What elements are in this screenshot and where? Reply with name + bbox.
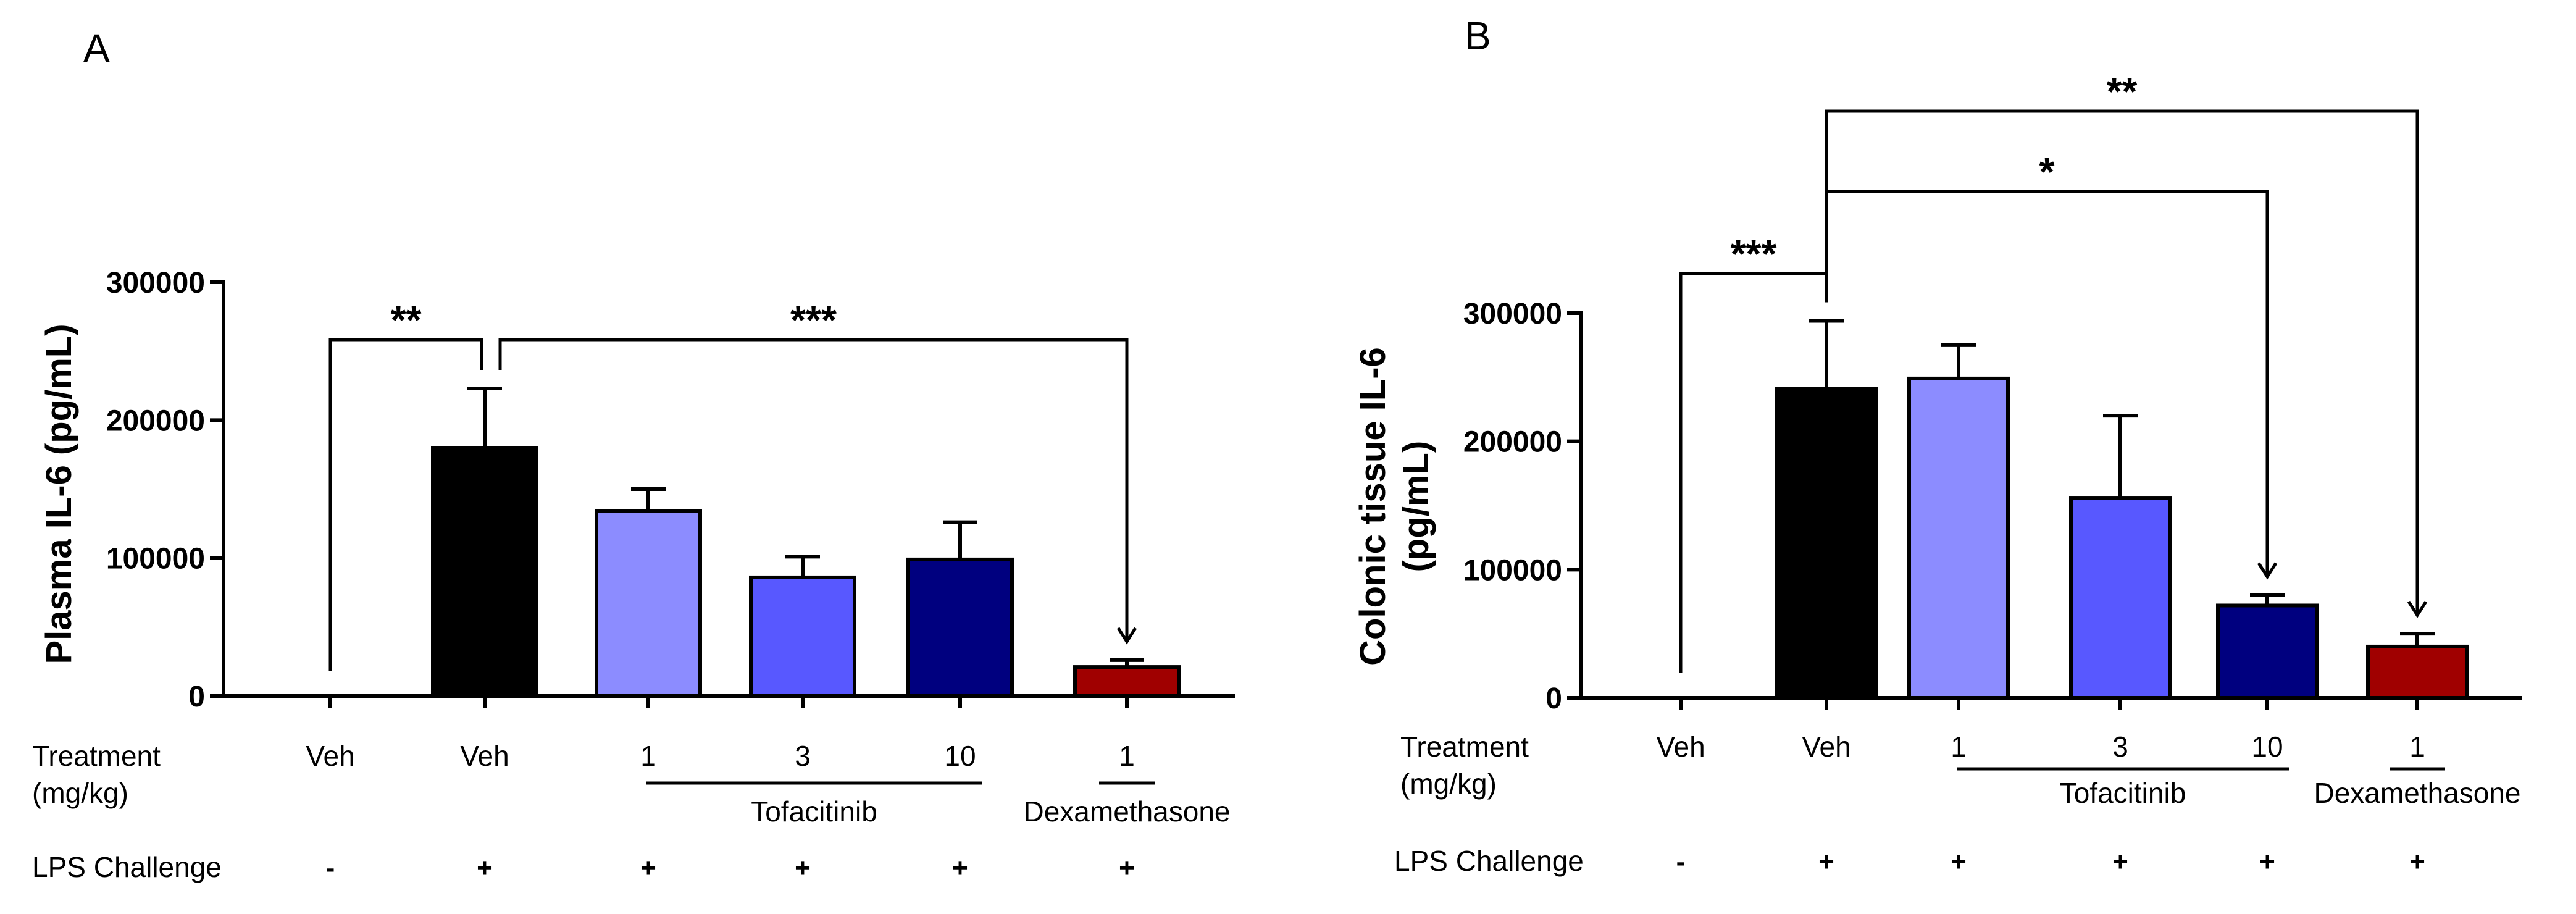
category-label: 1 [1119, 740, 1135, 772]
y-tick-label: 300000 [106, 267, 205, 300]
significance-arrow [2407, 600, 2428, 618]
bar [1073, 665, 1181, 698]
panel-letter: A [83, 26, 110, 70]
y-tick-label: 200000 [106, 405, 205, 437]
y-tick-label: 0 [1545, 682, 1562, 715]
category-label: 3 [2112, 731, 2128, 763]
y-tick-label: 100000 [1463, 554, 1562, 587]
lps-row-label: LPS Challenge [1394, 845, 1584, 877]
category-label: Veh [1802, 731, 1850, 763]
category-label: 3 [795, 740, 811, 772]
lps-marker: + [2259, 847, 2275, 877]
significance-arrow [2257, 562, 2278, 580]
y-axis-title-line2: (pg/mL) [1396, 441, 1436, 572]
lps-marker: + [2112, 847, 2128, 877]
group-label: Dexamethasone [1024, 795, 1231, 828]
treatment-unit-label: (mg/kg) [32, 777, 128, 809]
treatment-row-label: Treatment [1400, 731, 1529, 763]
lps-marker: - [326, 853, 335, 883]
category-label: Veh [460, 740, 509, 772]
lps-marker: + [1119, 853, 1135, 883]
category-label: 1 [2409, 731, 2425, 763]
bar [2216, 603, 2319, 700]
y-axis-title: Plasma IL-6 (pg/mL) [39, 324, 79, 664]
lps-marker: + [952, 853, 968, 883]
category-label: Veh [306, 740, 354, 772]
group-label: Tofacitinib [751, 795, 877, 828]
lps-marker: + [795, 853, 811, 883]
bar [1775, 387, 1878, 700]
lps-marker: + [1951, 847, 1967, 877]
significance-label: * [2039, 149, 2055, 194]
chart-panel-b: B Colonic tissue IL-6 (pg/mL) 0 100000 200000… [1353, 14, 2522, 877]
bar [1907, 376, 2010, 700]
category-label: 1 [640, 740, 656, 772]
y-tick-label: 100000 [106, 543, 205, 576]
lps-marker: + [477, 853, 493, 883]
treatment-unit-label: (mg/kg) [1400, 768, 1497, 800]
lps-row-label: LPS Challenge [32, 851, 222, 883]
significance-arrow [1116, 627, 1137, 645]
significance-label: *** [790, 298, 837, 342]
significance-bracket [328, 338, 483, 671]
significance-bracket [498, 338, 1129, 642]
lps-marker: + [1818, 847, 1834, 877]
significance-label: ** [391, 298, 422, 342]
bar [595, 509, 702, 698]
category-label: Veh [1656, 731, 1705, 763]
significance-bracket [1825, 190, 2269, 577]
bar [2069, 496, 2172, 700]
bar [431, 446, 538, 698]
treatment-row-label: Treatment [32, 740, 161, 772]
bar [906, 557, 1014, 698]
category-label: 10 [944, 740, 976, 772]
group-label: Tofacitinib [2060, 777, 2186, 809]
group-label: Dexamethasone [2314, 777, 2521, 809]
lps-marker: - [1676, 847, 1686, 877]
bar [2366, 644, 2469, 700]
category-label: 10 [2251, 731, 2283, 763]
significance-bracket [1825, 109, 2419, 616]
y-axis-title-line1: Colonic tissue IL-6 [1353, 347, 1393, 666]
significance-label: *** [1731, 232, 1777, 276]
panel-letter: B [1465, 14, 1491, 58]
significance-label: ** [2107, 69, 2138, 114]
y-tick-label: 300000 [1463, 298, 1562, 330]
chart-panel-a: A Plasma IL-6 (pg/mL) 0 100000 200000 300000 T… [32, 26, 1235, 883]
category-label: 1 [1951, 731, 1967, 763]
y-tick-label: 200000 [1463, 426, 1562, 459]
bar [749, 575, 856, 698]
y-tick-label: 0 [188, 681, 205, 713]
lps-marker: + [2409, 847, 2425, 877]
lps-marker: + [640, 853, 656, 883]
